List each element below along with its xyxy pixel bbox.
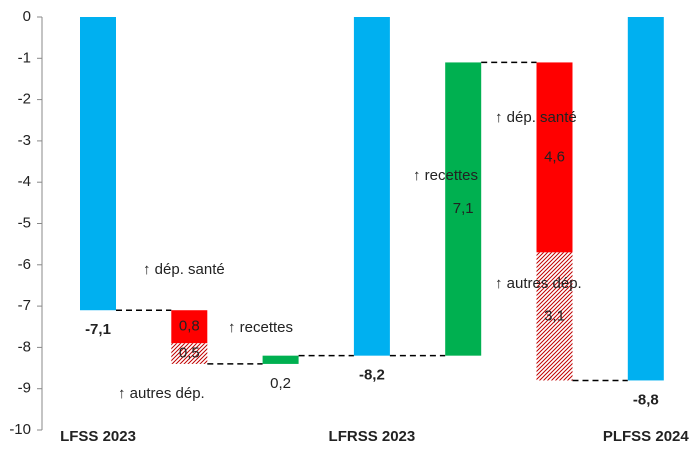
bar: [80, 17, 116, 311]
bar: [262, 355, 299, 364]
y-tick-label: -9: [18, 380, 31, 397]
y-tick-label: -7: [18, 297, 31, 314]
bar: [171, 310, 208, 344]
annotation: ↑ recettes: [413, 167, 478, 184]
total-label: -8,2: [359, 367, 385, 384]
value-label: 4,6: [544, 148, 565, 165]
y-tick-label: -6: [18, 256, 31, 273]
y-tick-label: -10: [9, 421, 31, 438]
y-tick-label: 0: [23, 8, 31, 25]
y-tick-label: -8: [18, 338, 31, 355]
bar: [536, 252, 573, 381]
bar: [627, 17, 664, 381]
bar: [171, 343, 208, 364]
annotation: ↑ dép. santé: [143, 261, 225, 278]
annotation: ↑ autres dép.: [495, 275, 582, 292]
x-tick-label: PLFSS 2024: [603, 428, 690, 445]
x-tick-label: LFSS 2023: [60, 428, 136, 445]
value-label: 0,2: [270, 375, 291, 392]
y-tick-label: -1: [18, 49, 31, 66]
annotation: ↑ autres dép.: [118, 385, 205, 402]
y-tick-label: -2: [18, 91, 31, 108]
annotation: ↑ dép. santé: [495, 109, 577, 126]
annotation: ↑ recettes: [228, 319, 293, 336]
value-label: 0,8: [179, 318, 200, 335]
value-label: 7,1: [453, 200, 474, 217]
value-label: 3,1: [544, 307, 565, 324]
value-label: 0,5: [179, 345, 200, 362]
bar: [536, 62, 573, 253]
x-tick-label: LFRSS 2023: [329, 428, 416, 445]
y-tick-label: -4: [18, 173, 31, 190]
y-tick-label: -5: [18, 214, 31, 231]
bar: [445, 62, 482, 356]
total-label: -8,8: [633, 391, 659, 408]
bar: [353, 17, 390, 356]
total-label: -7,1: [85, 321, 111, 338]
y-tick-label: -3: [18, 132, 31, 149]
